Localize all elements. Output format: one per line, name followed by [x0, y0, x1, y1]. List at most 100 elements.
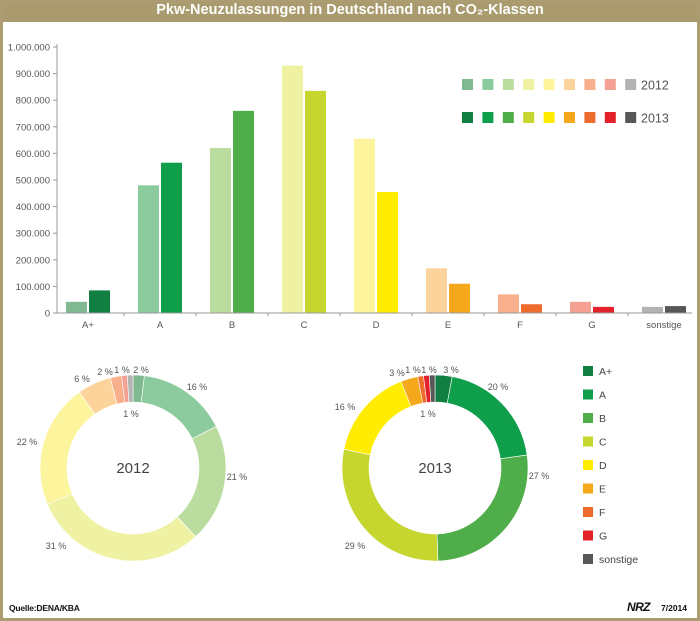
source-note: Quelle:DENA/KBA	[9, 603, 80, 613]
legend-swatch-a-plus	[583, 366, 593, 376]
donut-center-label: 2013	[418, 460, 451, 477]
legend-swatch-2012-g	[604, 79, 616, 90]
donut-center-label: 2012	[116, 460, 149, 477]
legend-swatch-2012-a-plus	[462, 79, 473, 90]
legend-swatch-d	[583, 460, 593, 470]
bar-2013-e	[449, 283, 470, 313]
legend-swatch-2013-c	[523, 112, 535, 123]
bar-2012-a	[138, 185, 159, 313]
legend-swatch-2013-g	[604, 112, 616, 123]
bar-2012-sonstige	[642, 306, 663, 313]
x-tick-label: A+	[82, 320, 94, 331]
legend-label-a: A	[599, 390, 606, 402]
legend-swatch-2013-f	[584, 112, 596, 123]
legend-label-f: F	[599, 507, 605, 519]
donut-percent-label: 16 %	[187, 382, 208, 392]
donut-2013-slice-sonstige	[428, 374, 436, 403]
y-tick-label: 500.000	[16, 176, 50, 187]
bar-2013-a	[161, 162, 182, 313]
bar-2013-a-plus	[89, 290, 110, 313]
donut-percent-label: 2 %	[133, 365, 149, 375]
donut-2012-slice-d	[39, 391, 96, 505]
donut-percent-label: 1 %	[123, 409, 139, 419]
legend-label-b: B	[599, 413, 606, 425]
bar-2012-g	[570, 301, 591, 313]
donut-percent-label: 1 %	[421, 365, 437, 375]
donut-percent-label: 20 %	[488, 382, 509, 392]
donut-percent-label: 21 %	[227, 472, 248, 482]
legend-swatch-f	[583, 507, 593, 517]
legend-swatch-e	[583, 483, 593, 494]
x-tick-label: A	[157, 320, 164, 331]
legend-swatch-2012-d	[543, 79, 555, 90]
bar-2012-e	[426, 268, 447, 313]
legend-swatch-2012-e	[564, 79, 575, 90]
bar-chart: 0 100.000 200.000 300.000 400.000 500.000 600.…	[8, 43, 692, 331]
bar-2013-f	[521, 304, 542, 313]
legend-swatch-2013-sonstige	[625, 112, 637, 123]
donut-percent-label: 1 %	[114, 365, 130, 375]
donut-2013-slice-d	[343, 381, 412, 456]
legend-label-c: C	[599, 437, 607, 449]
donut-percent-label: 27 %	[529, 471, 550, 481]
issue-date: 7/2014	[661, 603, 687, 613]
bar-2013-d	[377, 191, 398, 313]
donut-percent-label: 1 %	[405, 365, 421, 375]
legend-swatch-2012-f	[584, 79, 596, 90]
y-tick-label: 100.000	[16, 282, 50, 293]
title-bar: Pkw-Neuzulassungen in Deutschland nach C…	[0, 0, 700, 22]
legend-swatch-g	[583, 530, 593, 541]
donut-percent-label: 1 %	[420, 409, 436, 419]
bar-2012-c	[282, 65, 303, 314]
legend-swatch-sonstige	[583, 554, 593, 564]
nrz-logo: NRZ	[627, 600, 650, 614]
legend-swatch-2013-b	[502, 112, 514, 123]
legend-label-2012: 2012	[641, 79, 669, 93]
y-tick-label: 400.000	[16, 202, 50, 213]
bar-2012-d	[354, 138, 375, 313]
legend-swatch-2013-a-plus	[462, 112, 473, 123]
bar-2012-a-plus	[66, 301, 87, 313]
y-tick-label: 0	[45, 309, 50, 320]
year-legend: 2012 2013	[462, 79, 669, 126]
donut-percent-label: 6 %	[74, 374, 90, 384]
x-tick-label: F	[517, 320, 523, 331]
legend-swatch-2013-e	[564, 112, 575, 123]
y-tick-label: 900.000	[16, 69, 50, 80]
legend-swatch-a	[583, 389, 593, 400]
legend-label-2013: 2013	[641, 112, 669, 126]
y-tick-label: 800.000	[16, 96, 50, 107]
y-tick-label: 200.000	[16, 255, 50, 266]
x-tick-label: E	[445, 320, 451, 331]
legend-swatch-2012-c	[523, 79, 535, 90]
legend-swatch-2013-d	[543, 112, 555, 123]
legend-label-e: E	[599, 484, 606, 496]
legend-label-a-plus: A+	[599, 366, 612, 378]
legend-label-d: D	[599, 460, 607, 472]
donut-percent-label: 2 %	[97, 367, 113, 377]
donut-percent-label: 16 %	[335, 402, 356, 412]
donut-2012-slice-b	[177, 426, 227, 538]
y-tick-label: 1.000.000	[8, 43, 50, 54]
donut-chart-2013: 3 %20 %27 %29 %16 %3 % 1 % 1 %1 %2013	[335, 365, 550, 562]
x-tick-label: G	[588, 320, 595, 331]
donut-percent-label: 29 %	[345, 541, 366, 551]
bar-2012-b	[210, 148, 231, 313]
x-tick-label: D	[373, 320, 380, 331]
bar-2013-g	[593, 306, 614, 313]
bar-2013-c	[305, 90, 326, 313]
legend-swatch-2013-a	[482, 112, 494, 123]
legend-label-g: G	[599, 531, 607, 543]
bar-2013-sonstige	[665, 306, 686, 313]
x-tick-label: C	[301, 320, 308, 331]
chart-title: Pkw-Neuzulassungen in Deutschland nach C…	[156, 2, 544, 18]
donut-percent-label: 3 %	[389, 368, 405, 378]
legend-label-sonstige: sonstige	[599, 554, 638, 566]
legend-swatch-b	[583, 413, 593, 423]
donut-percent-label: 3 %	[443, 365, 459, 375]
y-tick-label: 300.000	[16, 229, 50, 240]
x-tick-label: B	[229, 320, 235, 331]
